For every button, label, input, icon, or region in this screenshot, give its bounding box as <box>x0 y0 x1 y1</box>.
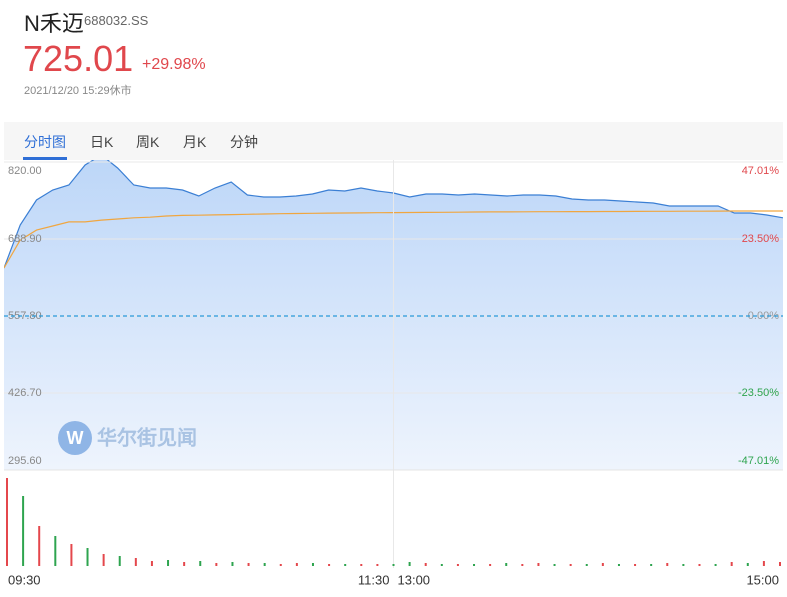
volume-bar <box>183 562 186 566</box>
tab[interactable]: 分时图 <box>24 134 66 150</box>
volume-bar <box>38 526 41 566</box>
stock-code: 688032.SS <box>84 13 149 28</box>
volume-bar <box>553 564 556 566</box>
volume-bar <box>150 561 153 566</box>
volume-bar <box>295 563 298 566</box>
x-tick-label: 11:30 <box>358 572 390 587</box>
y-tick-label: 426.70 <box>8 387 42 399</box>
volume-bar <box>70 544 73 566</box>
volume-bar <box>714 564 717 566</box>
y-tick-label: 688.90 <box>8 233 42 245</box>
x-tick-label: 15:00 <box>746 572 779 587</box>
volume-bar <box>231 562 234 566</box>
timestamp: 2021/12/20 15:29休市 <box>24 85 132 97</box>
y2-tick-label: -47.01% <box>738 455 779 467</box>
volume-bar <box>392 564 395 566</box>
x-tick-label: 09:30 <box>8 572 41 587</box>
volume-bar <box>328 564 331 566</box>
watermark: W 华尔街见闻 <box>58 421 197 455</box>
y-tick-label: 557.80 <box>8 310 42 322</box>
volume-bar <box>311 563 314 566</box>
volume-bar <box>698 564 701 566</box>
tab[interactable]: 周K <box>136 134 160 150</box>
volume-bar <box>650 564 653 566</box>
volume-bar <box>118 556 121 566</box>
volume-bar <box>617 564 620 566</box>
volume-bar <box>102 554 105 566</box>
change: +29.98% <box>142 56 206 73</box>
volume-bar <box>666 563 669 566</box>
volume-bar <box>682 564 685 566</box>
volume-bar <box>779 562 781 566</box>
watermark-logo <box>58 421 92 455</box>
volume-bar <box>537 563 540 566</box>
volume-bar <box>247 563 250 566</box>
y2-tick-label: -23.50% <box>738 387 779 399</box>
volume-bar <box>569 564 572 566</box>
watermark-text: 华尔街见闻 <box>97 425 197 449</box>
y2-tick-label: 23.50% <box>742 233 780 245</box>
volume-bar <box>424 563 427 566</box>
volume-bar <box>408 562 411 566</box>
volume-bar <box>730 562 733 566</box>
volume-bar <box>746 563 749 566</box>
y-tick-label: 820.00 <box>8 165 42 177</box>
y-tick-label: 295.60 <box>8 455 42 467</box>
volume-bar <box>54 536 57 566</box>
volume-bar <box>585 564 588 566</box>
tab-underline <box>23 157 67 160</box>
volume-bar <box>86 548 89 566</box>
volume-bar <box>601 563 604 566</box>
stock-name: N禾迈 <box>24 11 84 36</box>
volume-bar <box>22 496 25 566</box>
volume-bar <box>167 560 170 566</box>
volume-bar <box>215 563 218 566</box>
volume-bar <box>473 564 476 566</box>
volume-bar <box>6 478 8 566</box>
volume-bar <box>456 564 459 566</box>
watermark-logo-mark: W <box>67 428 84 448</box>
volume-bar <box>344 564 347 566</box>
volume-bar <box>505 563 508 566</box>
tab[interactable]: 月K <box>183 134 207 150</box>
x-tick-label: 13:00 <box>398 572 431 587</box>
volume-bar <box>360 564 363 566</box>
volume-bar <box>762 561 765 566</box>
volume-bar <box>263 563 266 566</box>
volume-bar <box>279 564 282 566</box>
volume-bar <box>376 564 379 566</box>
tab-bar: 分时图 日K 周K 月K 分钟 <box>4 122 783 160</box>
volume-bar <box>199 561 202 566</box>
tab[interactable]: 分钟 <box>230 134 258 150</box>
volume-bar <box>521 564 524 566</box>
tab[interactable]: 日K <box>90 134 114 150</box>
volume-bar <box>634 564 637 566</box>
price: 725.01 <box>23 38 134 79</box>
volume-bar <box>440 564 443 566</box>
volume-bar <box>134 558 137 566</box>
y2-tick-label: 47.01% <box>742 165 780 177</box>
volume-bar <box>489 564 492 566</box>
